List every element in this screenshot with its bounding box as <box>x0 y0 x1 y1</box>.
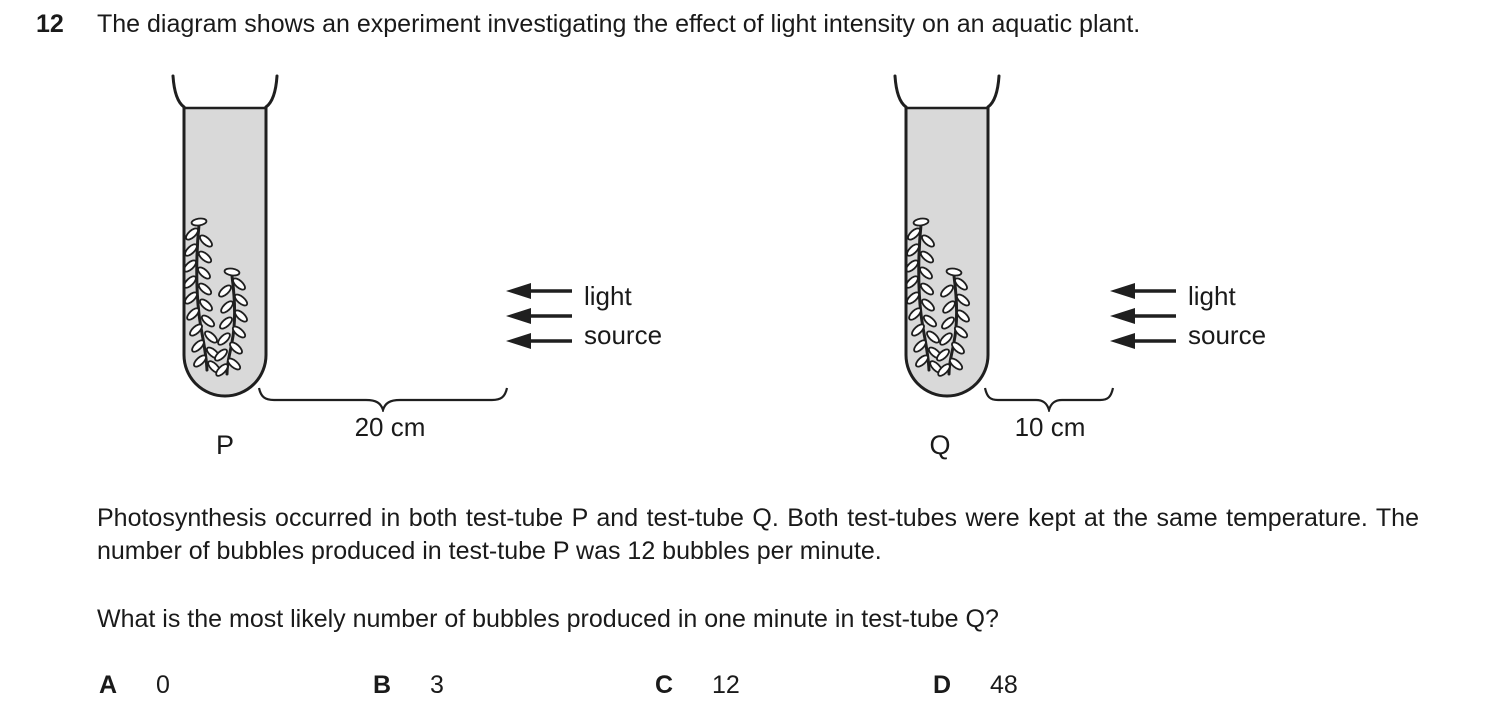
distance-label-p: 20 cm <box>354 412 426 442</box>
option-value-a: 0 <box>156 671 170 699</box>
question-title: The diagram shows an experiment investig… <box>97 10 1141 38</box>
question-body-paragraph: Photosynthesis occurred in both test-tub… <box>97 504 1419 565</box>
tube-label-p: P <box>215 430 235 460</box>
light-arrows-q <box>1110 282 1176 350</box>
option-letter-d: D <box>933 671 952 699</box>
option-letter-a: A <box>99 671 118 699</box>
answer-option-a: A 0 <box>99 671 170 700</box>
tube-label-q: Q <box>929 430 951 460</box>
answer-option-b: B 3 <box>373 671 444 700</box>
answer-option-c: C 12 <box>655 671 740 700</box>
light-source-label-p-line2: source <box>584 320 663 350</box>
test-tube-p-illustration <box>170 64 282 416</box>
light-arrows-p <box>506 282 572 350</box>
test-tube-q-illustration <box>892 64 1004 416</box>
option-value-d: 48 <box>990 671 1018 699</box>
light-source-label-q-line2: source <box>1188 320 1267 350</box>
question-prompt: What is the most likely number of bubble… <box>97 605 999 633</box>
option-value-b: 3 <box>430 671 444 699</box>
distance-brace-p <box>258 387 509 412</box>
question-number: 12 <box>36 10 64 38</box>
option-letter-c: C <box>655 671 674 699</box>
option-value-c: 12 <box>712 671 740 699</box>
distance-brace-q <box>984 387 1115 412</box>
answer-option-d: D 48 <box>933 671 1018 700</box>
option-letter-b: B <box>373 671 392 699</box>
light-source-label-q-line1: light <box>1188 281 1236 311</box>
light-source-label-p-line1: light <box>584 281 632 311</box>
distance-label-q: 10 cm <box>1014 412 1086 442</box>
